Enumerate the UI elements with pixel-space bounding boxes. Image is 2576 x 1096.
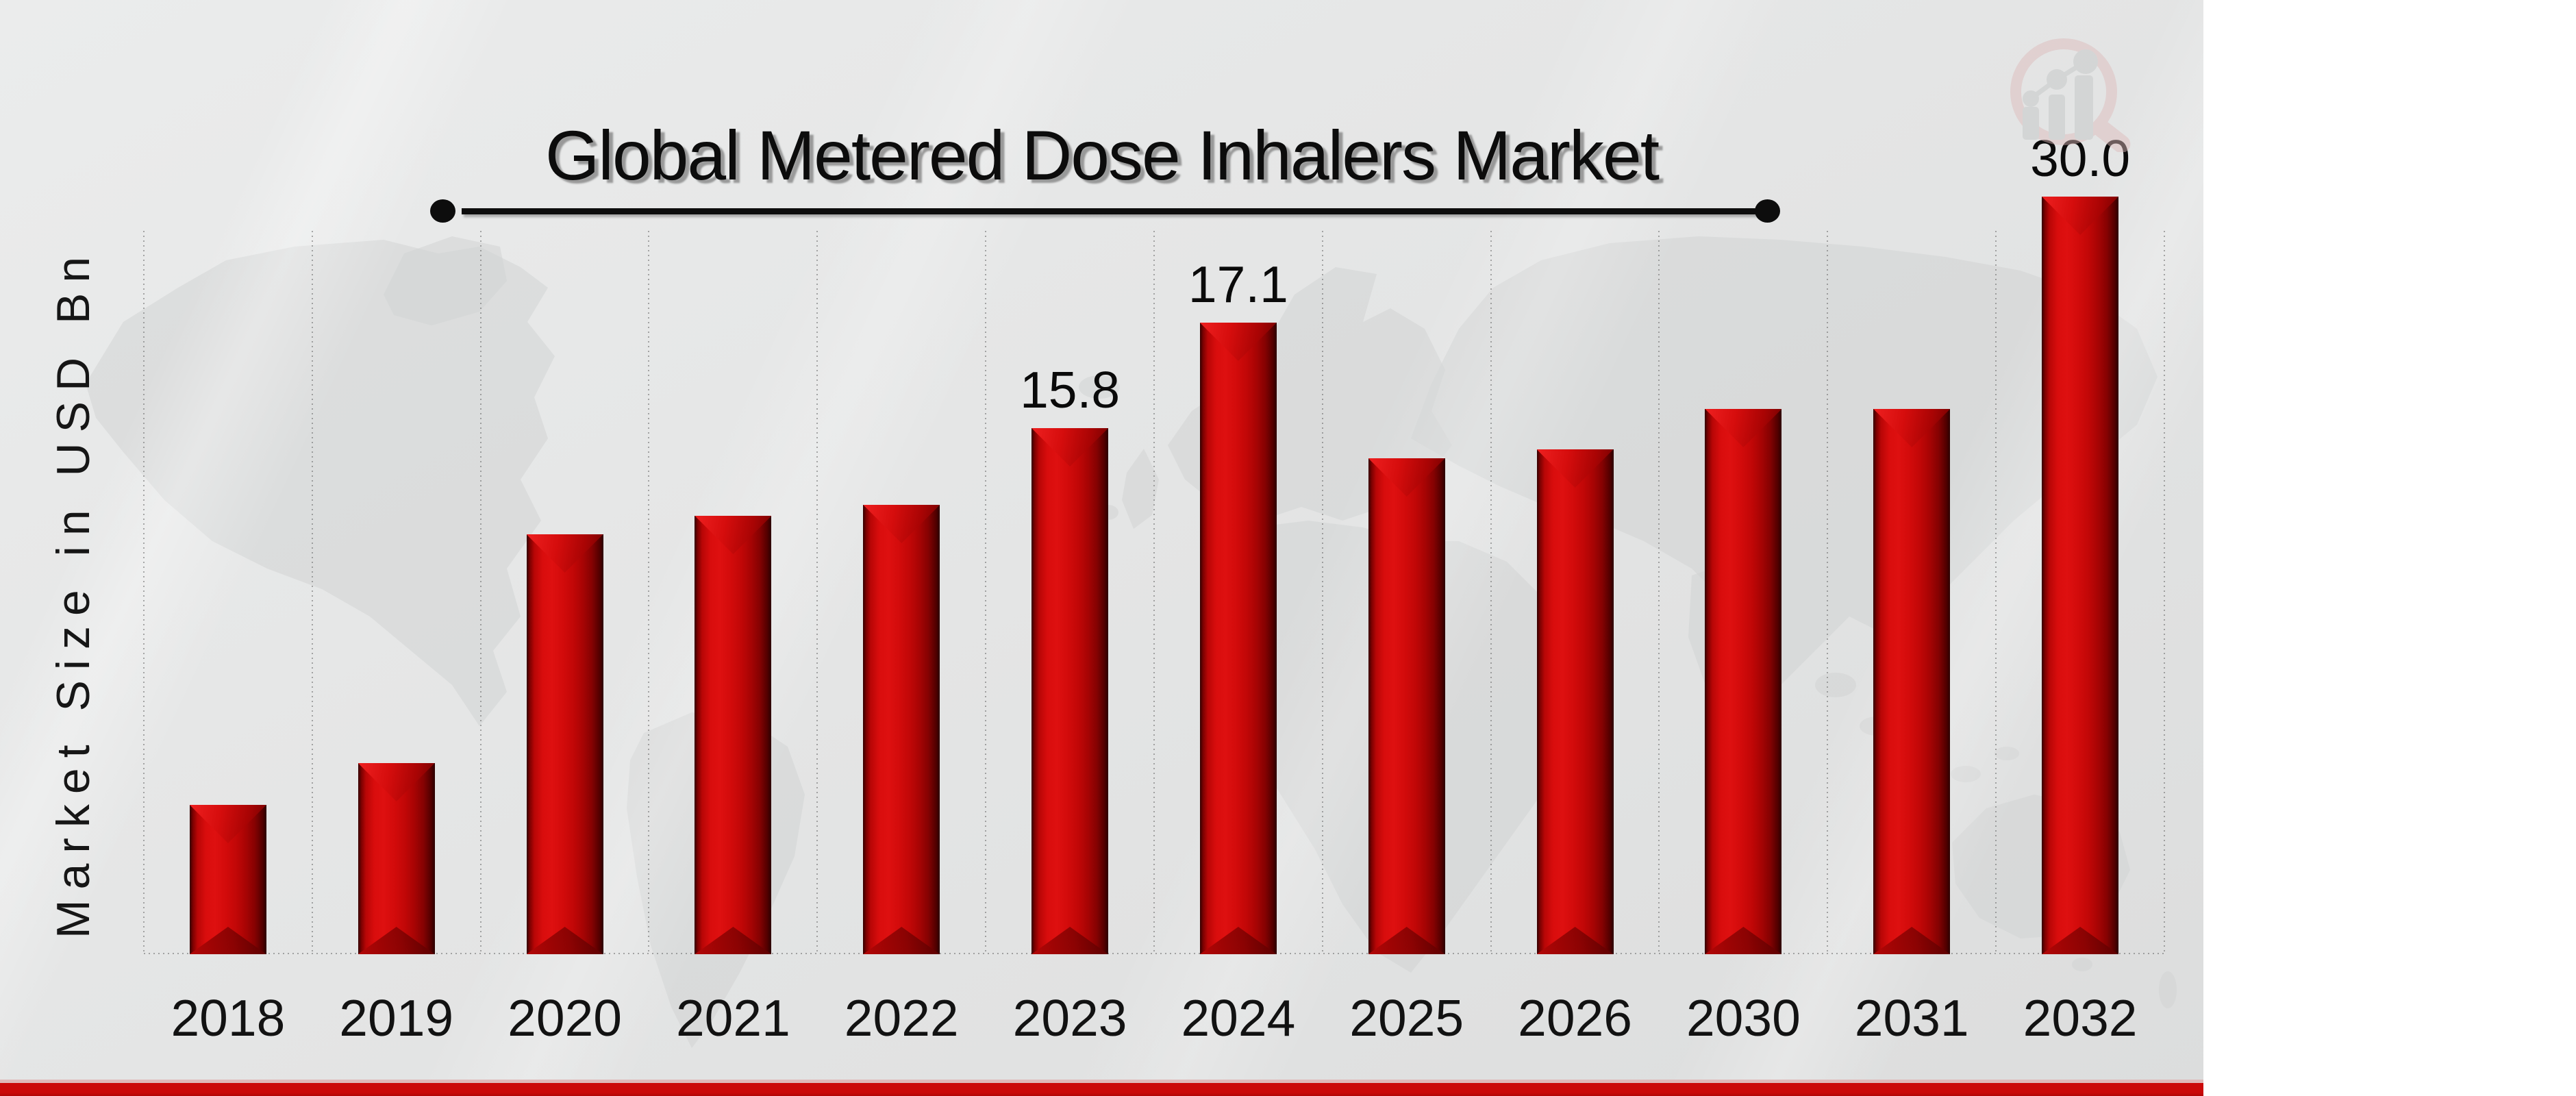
underline-left-dot-icon xyxy=(430,199,455,223)
vertical-gridline xyxy=(1995,231,1997,954)
plot-area: 2018 2019 2020 2021 2022 15.8 2023 17.1 2024 2025… xyxy=(0,0,2203,1096)
bar-2021 xyxy=(695,516,772,954)
bar-2023 xyxy=(1031,428,1109,954)
x-tick-label-2031: 2031 xyxy=(1854,989,1969,1047)
bar-2024 xyxy=(1199,323,1277,954)
chart-title: Global Metered Dose Inhalers Market xyxy=(545,116,1660,195)
vertical-gridline xyxy=(1658,231,1660,954)
x-tick-label-2030: 2030 xyxy=(1686,989,1801,1047)
bar-2019 xyxy=(358,763,435,954)
vertical-gridline xyxy=(1321,231,1323,954)
x-tick-label-2032: 2032 xyxy=(2023,989,2138,1047)
vertical-gridline xyxy=(2163,231,2165,954)
x-tick-label-2021: 2021 xyxy=(675,989,790,1047)
bar-2020 xyxy=(526,534,603,954)
bar-value-label-2024: 17.1 xyxy=(1188,256,1288,313)
x-tick-label-2020: 2020 xyxy=(508,989,622,1047)
bar-value-label-2023: 15.8 xyxy=(1020,361,1121,419)
vertical-gridline xyxy=(1490,231,1492,954)
x-tick-label-2018: 2018 xyxy=(171,989,286,1047)
title-underline xyxy=(462,208,1767,214)
chart-panel: Global Metered Dose Inhalers Market Mark… xyxy=(0,0,2203,1096)
vertical-gridline xyxy=(479,231,482,954)
watermark-logo-icon xyxy=(2010,38,2131,152)
bottom-accent-strip xyxy=(0,1080,2203,1096)
x-tick-label-2022: 2022 xyxy=(844,989,959,1047)
vertical-gridline xyxy=(311,231,313,954)
vertical-gridline xyxy=(816,231,818,954)
x-tick-label-2023: 2023 xyxy=(1012,989,1127,1047)
bar-2032 xyxy=(2042,197,2119,954)
underline-right-dot-icon xyxy=(1755,199,1780,223)
vertical-gridline xyxy=(1153,231,1155,954)
x-tick-label-2019: 2019 xyxy=(339,989,454,1047)
x-tick-label-2024: 2024 xyxy=(1181,989,1296,1047)
vertical-gridline xyxy=(1827,231,1829,954)
vertical-gridline xyxy=(143,231,145,954)
bar-2018 xyxy=(189,805,266,954)
x-tick-label-2026: 2026 xyxy=(1518,989,1632,1047)
bar-2022 xyxy=(863,505,940,954)
vertical-gridline xyxy=(648,231,650,954)
bar-2030 xyxy=(1705,409,1782,954)
bar-2025 xyxy=(1368,458,1445,954)
bar-2026 xyxy=(1536,449,1614,954)
bar-value-label-2032: 30.0 xyxy=(2030,129,2131,187)
bar-2031 xyxy=(1873,409,1951,954)
x-tick-label-2025: 2025 xyxy=(1349,989,1464,1047)
vertical-gridline xyxy=(985,231,987,954)
